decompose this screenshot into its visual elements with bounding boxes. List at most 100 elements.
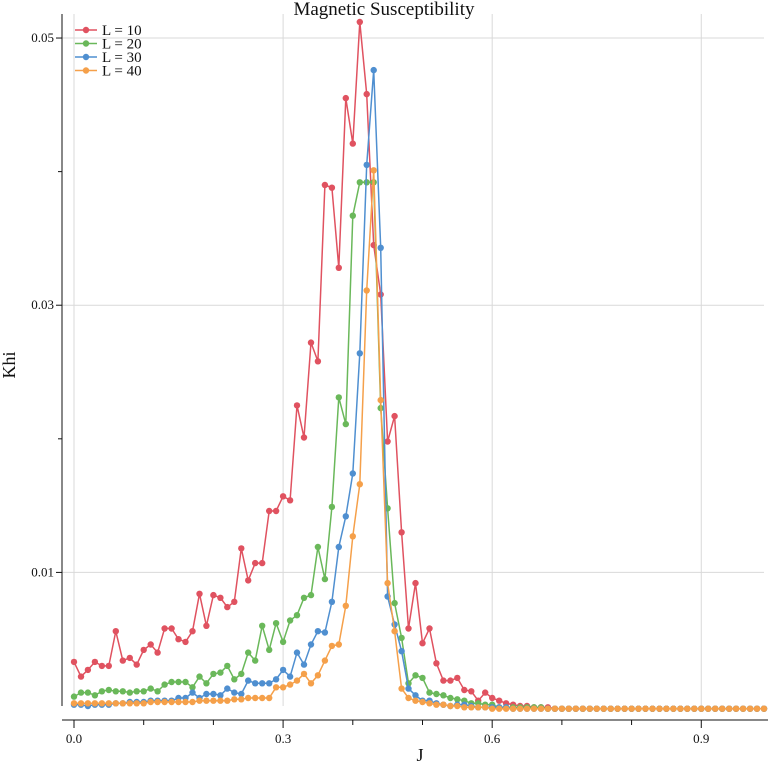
data-point	[84, 700, 92, 707]
data-point	[307, 339, 315, 346]
data-point	[405, 685, 412, 692]
data-point	[91, 658, 99, 666]
data-point	[670, 705, 677, 712]
data-point	[252, 657, 259, 664]
legend-swatch-marker	[82, 40, 90, 47]
data-point	[126, 654, 133, 662]
data-point	[77, 673, 85, 680]
data-point	[600, 705, 607, 712]
data-point	[224, 685, 231, 692]
data-point	[91, 700, 99, 707]
data-point	[293, 402, 301, 409]
data-point	[259, 559, 266, 567]
data-point	[363, 161, 370, 169]
data-point	[398, 648, 405, 655]
data-point	[537, 705, 545, 712]
series-line-l-10	[73, 21, 764, 710]
data-point	[203, 622, 210, 629]
x-tick-label: 0.0	[66, 731, 82, 746]
data-point	[140, 646, 147, 654]
data-point	[238, 545, 245, 552]
data-point	[586, 705, 593, 712]
data-point	[607, 705, 614, 712]
data-point	[147, 641, 154, 648]
data-point	[314, 672, 322, 679]
x-axis-label: J	[416, 745, 423, 765]
data-point	[335, 394, 342, 401]
data-point	[391, 599, 398, 607]
data-point	[314, 628, 322, 635]
data-point	[245, 649, 252, 656]
data-point	[328, 598, 336, 605]
data-point	[210, 670, 217, 678]
data-point	[349, 533, 356, 540]
series-line-l-40	[74, 170, 764, 710]
data-point	[300, 661, 308, 668]
data-point	[126, 700, 133, 707]
x-tick-label: 0.3	[275, 731, 291, 746]
data-point	[189, 689, 196, 696]
data-point	[105, 686, 113, 694]
data-point	[245, 694, 252, 702]
data-point	[112, 700, 120, 707]
data-point	[203, 690, 210, 698]
data-point	[140, 688, 147, 695]
legend-label: L = 10	[102, 23, 142, 39]
legend-item-l-40: L = 40	[75, 64, 142, 80]
data-point	[328, 184, 336, 191]
data-point	[530, 705, 538, 712]
data-point	[84, 689, 92, 696]
data-point	[447, 702, 454, 710]
data-point	[405, 625, 412, 632]
data-point	[398, 685, 405, 692]
data-point	[433, 690, 440, 698]
data-point	[279, 666, 287, 674]
data-point	[391, 412, 398, 420]
data-point	[98, 688, 106, 695]
data-point	[238, 696, 245, 703]
y-tick-label: 0.01	[31, 564, 54, 579]
legend-label: L = 40	[102, 64, 142, 80]
data-point	[293, 612, 301, 619]
data-point	[182, 638, 189, 646]
data-point	[266, 680, 273, 687]
data-point	[732, 705, 740, 712]
data-point	[342, 513, 349, 520]
data-point	[572, 705, 579, 712]
data-point	[217, 697, 224, 704]
data-point	[175, 678, 182, 686]
x-tick-label: 0.6	[484, 731, 501, 746]
legend-item-l-20: L = 20	[75, 37, 142, 53]
data-point	[279, 638, 287, 646]
data-point	[307, 641, 315, 648]
data-point	[419, 698, 426, 706]
data-point	[551, 705, 559, 712]
data-point	[349, 212, 356, 219]
data-point	[461, 686, 468, 694]
data-point	[217, 594, 224, 601]
data-point	[335, 543, 342, 551]
data-point	[363, 90, 370, 98]
data-point	[363, 287, 370, 294]
data-point	[384, 579, 391, 587]
data-point	[266, 694, 273, 702]
data-point	[321, 575, 329, 583]
data-point	[684, 705, 691, 712]
data-point	[335, 264, 342, 271]
data-point	[349, 470, 356, 477]
series-l-40	[70, 167, 768, 712]
data-point	[356, 179, 363, 186]
data-point	[370, 66, 377, 74]
data-point	[705, 705, 712, 712]
data-point	[447, 694, 454, 702]
data-point	[482, 704, 489, 711]
data-point	[440, 677, 447, 684]
data-point	[496, 705, 503, 712]
data-point	[300, 434, 308, 441]
data-point	[189, 698, 196, 706]
legend-swatch-marker	[82, 67, 90, 74]
data-point	[217, 692, 224, 699]
data-point	[210, 697, 217, 704]
data-point	[656, 705, 663, 712]
data-point	[98, 662, 106, 670]
